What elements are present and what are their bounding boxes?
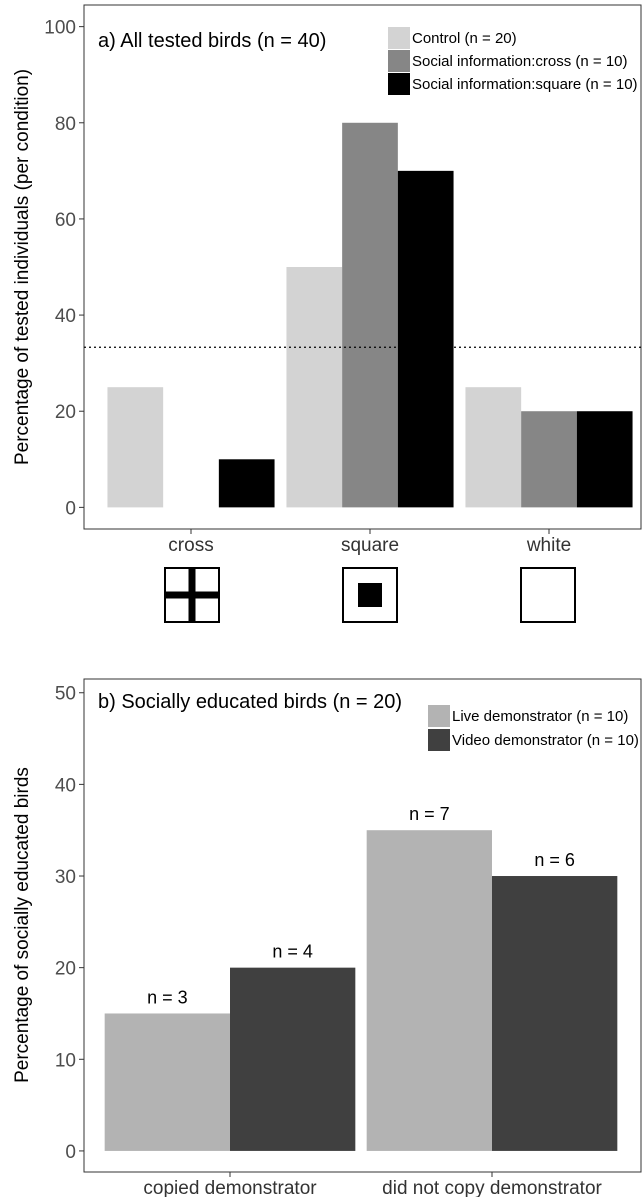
- white-symbol-icon: [520, 567, 576, 623]
- bar-white-series-1: [465, 387, 522, 508]
- x-tick-label: white: [526, 535, 571, 556]
- legend-label-1: Live demonstrator (n = 10): [452, 708, 628, 725]
- legend-label-3: Social information:square (n = 10): [412, 76, 638, 93]
- panel-a-y-axis: 0 20 40 60 80 100: [44, 18, 84, 519]
- y-tick-label: 0: [65, 498, 76, 519]
- y-tick-label: 80: [55, 114, 76, 135]
- y-tick-label: 10: [55, 1050, 76, 1071]
- panel-b-y-axis-label: Percentage of socially educated birds: [12, 767, 33, 1083]
- panel-a-bars: [84, 122, 641, 508]
- legend-label-2: Video demonstrator (n = 10): [452, 732, 639, 749]
- panel-b-title: b) Socially educated birds (n = 20): [98, 691, 402, 713]
- bar-square-series-1: [286, 267, 343, 508]
- bar-count-label: n = 3: [147, 987, 188, 1007]
- panel-a-y-axis-label: Percentage of tested individuals (per co…: [12, 69, 33, 465]
- legend-swatch-2: [388, 50, 410, 72]
- panel-a-category-labels: cross square white: [168, 529, 571, 556]
- x-tick-label: cross: [168, 535, 213, 556]
- cross-symbol-icon: [164, 567, 220, 623]
- y-tick-label: 0: [65, 1142, 76, 1163]
- legend-swatch-2: [428, 729, 450, 751]
- y-tick-label: 50: [55, 684, 76, 705]
- bar-copied-demonstrator-series-2: [230, 967, 356, 1151]
- panel-b-category-labels: copied demonstrator did not copy demonstr…: [143, 1172, 603, 1197]
- panel-b-legend: Live demonstrator (n = 10) Video demonstr…: [428, 705, 639, 751]
- legend-label-1: Control (n = 20): [412, 30, 517, 47]
- panel-b: b) Socially educated birds (n = 20) Perc…: [12, 678, 642, 1197]
- x-tick-label: square: [341, 535, 399, 556]
- bar-count-label: n = 6: [534, 850, 575, 870]
- panel-a: a) All tested birds (n = 40) Percentage …: [12, 4, 642, 623]
- bar-white-series-3: [576, 411, 633, 508]
- bar-did-not-copy-demonstrator-series-2: [492, 876, 618, 1151]
- bar-count-label: n = 7: [409, 804, 450, 824]
- panel-a-frame: [83, 4, 642, 530]
- legend-swatch-1: [388, 27, 410, 49]
- panel-b-y-axis: 0 10 20 30 40 50: [55, 684, 84, 1163]
- square-symbol-icon: [342, 567, 398, 623]
- panel-b-bars: n = 3 n = 4 n = 7 n = 6: [104, 804, 618, 1151]
- bar-count-label: n = 4: [272, 942, 313, 962]
- y-tick-label: 20: [55, 959, 76, 980]
- legend-label-2: Social information:cross (n = 10): [412, 53, 628, 70]
- bar-square-series-2: [342, 122, 398, 508]
- bar-cross-series-1: [107, 387, 164, 508]
- y-tick-label: 100: [44, 18, 76, 39]
- y-tick-label: 40: [55, 306, 76, 327]
- bar-white-series-2: [521, 411, 577, 508]
- x-tick-label: did not copy demonstrator: [382, 1178, 602, 1197]
- y-tick-label: 40: [55, 775, 76, 796]
- bar-square-series-3: [397, 170, 454, 508]
- x-tick-label: copied demonstrator: [143, 1178, 317, 1197]
- legend-swatch-1: [428, 705, 450, 727]
- panel-a-title: a) All tested birds (n = 40): [98, 30, 326, 52]
- y-tick-label: 20: [55, 402, 76, 423]
- legend-swatch-3: [388, 73, 410, 95]
- panel-b-frame: [83, 678, 642, 1173]
- y-tick-label: 60: [55, 210, 76, 231]
- panel-a-legend: Control (n = 20) Social information:cross…: [388, 27, 638, 95]
- bar-did-not-copy-demonstrator-series-1: [366, 830, 492, 1151]
- bar-cross-series-3: [218, 459, 275, 508]
- bar-copied-demonstrator-series-1: [104, 1013, 230, 1151]
- y-tick-label: 30: [55, 867, 76, 888]
